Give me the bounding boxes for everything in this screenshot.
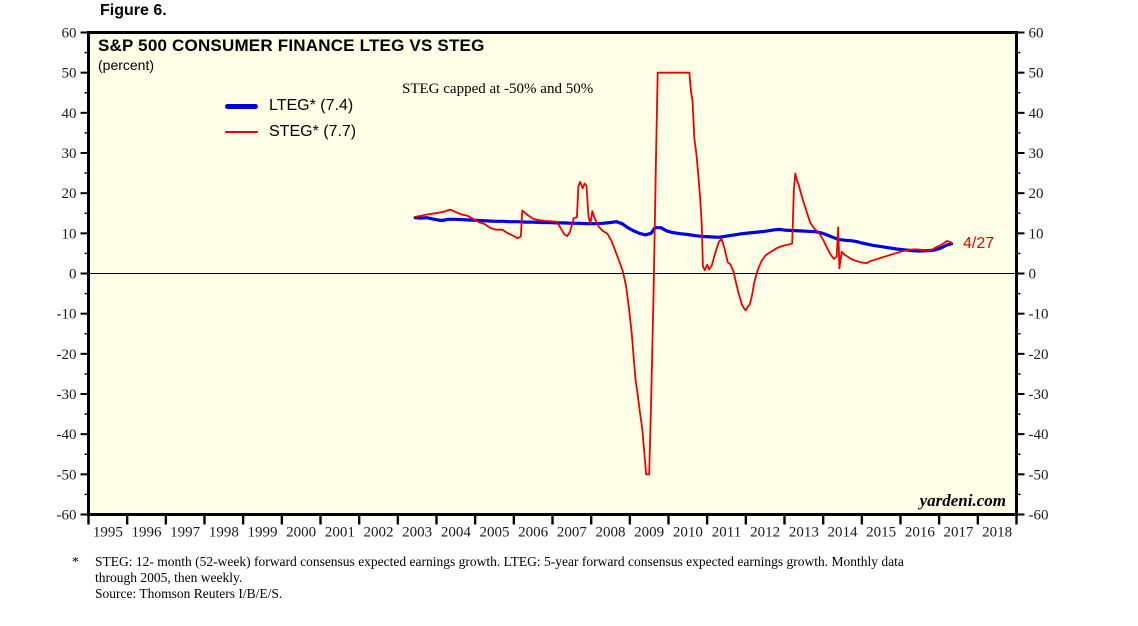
footnote: * STEG: 12- month (52-week) forward cons… xyxy=(72,554,1052,602)
y-axis-label-right: -30 xyxy=(1029,387,1049,403)
footnote-line-3: Source: Thomson Reuters I/B/E/S. xyxy=(95,586,283,601)
y-axis-label-left: 30 xyxy=(62,146,77,162)
x-axis-year-label: 2009 xyxy=(634,525,664,541)
legend-item-lteg: LTEG* (7.4) xyxy=(225,97,353,115)
footnote-line-2: through 2005, then weekly. xyxy=(95,570,243,585)
yardeni-watermark: yardeni.com xyxy=(919,491,1006,510)
lteg-series-line xyxy=(413,216,954,253)
x-axis-year-label: 2008 xyxy=(596,525,626,541)
x-axis-year-label: 2016 xyxy=(905,525,936,541)
y-axis-label-left: 0 xyxy=(69,267,77,283)
y-axis-label-right: -10 xyxy=(1029,307,1049,323)
y-axis-label-right: 50 xyxy=(1029,66,1044,82)
footnote-asterisk: * xyxy=(72,554,79,569)
x-axis-year-label: 1996 xyxy=(132,525,163,541)
y-axis-label-right: -40 xyxy=(1029,427,1049,443)
x-axis-year-label: 2013 xyxy=(789,525,819,541)
y-axis-label-right: 40 xyxy=(1029,106,1044,122)
x-axis-year-label: 2017 xyxy=(944,525,975,541)
y-axis-label-left: 40 xyxy=(62,106,77,122)
y-axis-label-left: 50 xyxy=(62,66,77,82)
lteg-legend-label: LTEG* (7.4) xyxy=(269,97,354,114)
x-axis-year-label: 2000 xyxy=(286,525,316,541)
y-axis-label-left: 20 xyxy=(62,186,77,202)
x-axis-year-label: 2012 xyxy=(750,525,780,541)
y-axis-label-right: 0 xyxy=(1029,267,1037,283)
y-axis-label-right: 60 xyxy=(1029,26,1044,42)
y-axis-label-left: -10 xyxy=(57,307,77,323)
x-axis-year-label: 2007 xyxy=(557,525,588,541)
x-axis-year-label: 1999 xyxy=(248,525,278,541)
steg-cap-annotation: STEG capped at -50% and 50% xyxy=(402,81,594,97)
x-axis-year-label: 1995 xyxy=(93,525,123,541)
x-axis-year-label: 2001 xyxy=(325,525,355,541)
y-axis-label-right: 30 xyxy=(1029,146,1044,162)
x-axis-year-label: 2015 xyxy=(866,525,896,541)
steg-line-swatch xyxy=(225,131,258,133)
x-axis-year-label: 2002 xyxy=(364,525,394,541)
plot-frame xyxy=(87,31,1018,516)
x-axis-year-label: 2006 xyxy=(518,525,549,541)
steg-series-line xyxy=(414,71,953,476)
y-axis-label-left: -50 xyxy=(57,467,77,483)
y-axis-label-right: 10 xyxy=(1029,226,1044,242)
x-axis-year-label: 2003 xyxy=(402,525,432,541)
x-axis-year-label: 2004 xyxy=(441,525,472,541)
y-axis-label-left: 10 xyxy=(62,226,77,242)
x-axis-year-label: 1997 xyxy=(170,525,201,541)
y-axis-label-left: -20 xyxy=(57,347,77,363)
x-axis-year-label: 2010 xyxy=(673,525,703,541)
y-axis-label-right: 20 xyxy=(1029,186,1044,202)
y-axis-label-left: -60 xyxy=(57,508,77,524)
legend-item-steg: STEG* (7.7) xyxy=(225,123,356,141)
footnote-line-1: STEG: 12- month (52-week) forward consen… xyxy=(95,554,904,569)
steg-legend-label: STEG* (7.7) xyxy=(269,123,357,140)
chart-title: S&P 500 CONSUMER FINANCE LTEG VS STEG xyxy=(98,36,485,55)
y-axis-label-right: -50 xyxy=(1029,467,1049,483)
y-axis-label-left: 60 xyxy=(62,26,77,42)
x-axis-year-label: 2018 xyxy=(982,525,1012,541)
figure-number-label: Figure 6. xyxy=(100,2,167,19)
chart-subtitle: (percent) xyxy=(98,57,155,73)
y-axis-label-right: -60 xyxy=(1029,508,1049,524)
latest-date-label: 4/27 xyxy=(963,235,995,252)
y-axis-label-left: -30 xyxy=(57,387,77,403)
footnote-text: STEG: 12- month (52-week) forward consen… xyxy=(95,554,904,602)
x-axis-year-label: 2011 xyxy=(712,525,741,541)
x-axis-year-label: 2014 xyxy=(828,525,859,541)
y-axis-label-right: -20 xyxy=(1029,347,1049,363)
x-axis-year-label: 1998 xyxy=(209,525,239,541)
y-axis-label-left: -40 xyxy=(57,427,77,443)
lteg-line-swatch xyxy=(225,103,258,109)
x-axis-year-label: 2005 xyxy=(480,525,510,541)
